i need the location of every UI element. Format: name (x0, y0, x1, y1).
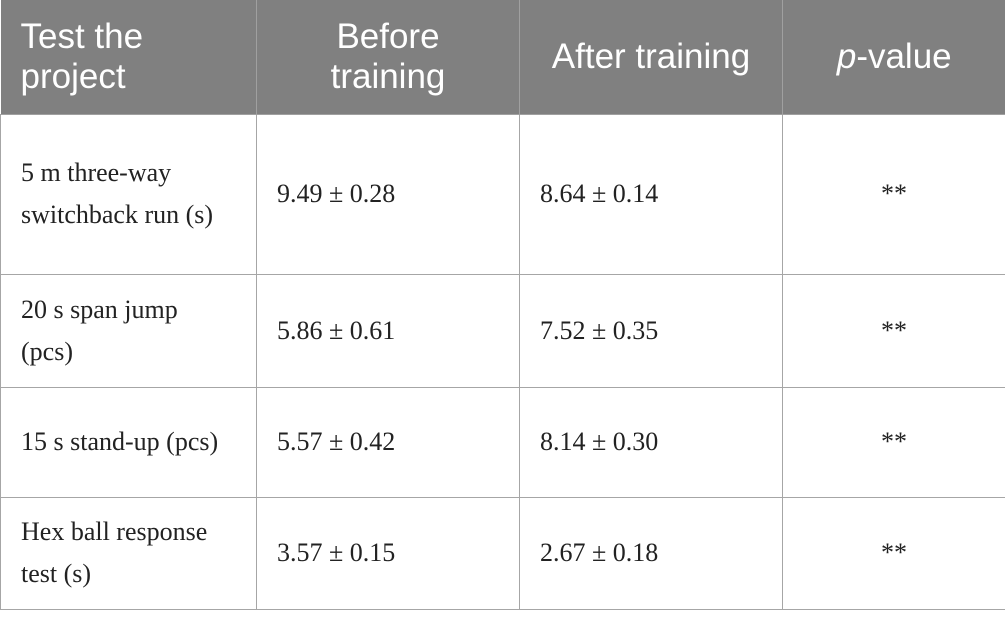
cell-before: 9.49 ± 0.28 (256, 113, 520, 275)
header-test-project: Test the project (0, 0, 257, 115)
cell-p-value: ** (782, 113, 1005, 275)
cell-p-value: ** (782, 496, 1005, 610)
cell-after: 2.67 ± 0.18 (519, 496, 783, 610)
cell-test: 15 s stand-up (pcs) (0, 386, 257, 498)
p-value-italic-p: p (836, 36, 857, 76)
p-value-suffix: -value (856, 36, 952, 76)
cell-after: 7.52 ± 0.35 (519, 273, 783, 388)
header-p-value: p-value (782, 0, 1005, 115)
table-row: 15 s stand-up (pcs) 5.57 ± 0.42 8.14 ± 0… (0, 386, 1005, 498)
results-table: Test the project Before training After t… (0, 0, 1005, 610)
table-row: 5 m three-way switchback run (s) 9.49 ± … (0, 113, 1005, 275)
table-row: Hex ball response test (s) 3.57 ± 0.15 2… (0, 496, 1005, 610)
cell-p-value: ** (782, 273, 1005, 388)
cell-test: Hex ball response test (s) (0, 496, 257, 610)
cell-p-value: ** (782, 386, 1005, 498)
table-header: Test the project Before training After t… (0, 0, 1005, 115)
cell-before: 3.57 ± 0.15 (256, 496, 520, 610)
cell-after: 8.64 ± 0.14 (519, 113, 783, 275)
header-row: Test the project Before training After t… (0, 0, 1005, 115)
table-body: 5 m three-way switchback run (s) 9.49 ± … (0, 113, 1005, 610)
header-after-training: After training (519, 0, 783, 115)
cell-after: 8.14 ± 0.30 (519, 386, 783, 498)
cell-test: 20 s span jump (pcs) (0, 273, 257, 388)
header-before-training: Before training (256, 0, 520, 115)
cell-before: 5.86 ± 0.61 (256, 273, 520, 388)
table-row: 20 s span jump (pcs) 5.86 ± 0.61 7.52 ± … (0, 273, 1005, 388)
cell-test: 5 m three-way switchback run (s) (0, 113, 257, 275)
cell-before: 5.57 ± 0.42 (256, 386, 520, 498)
